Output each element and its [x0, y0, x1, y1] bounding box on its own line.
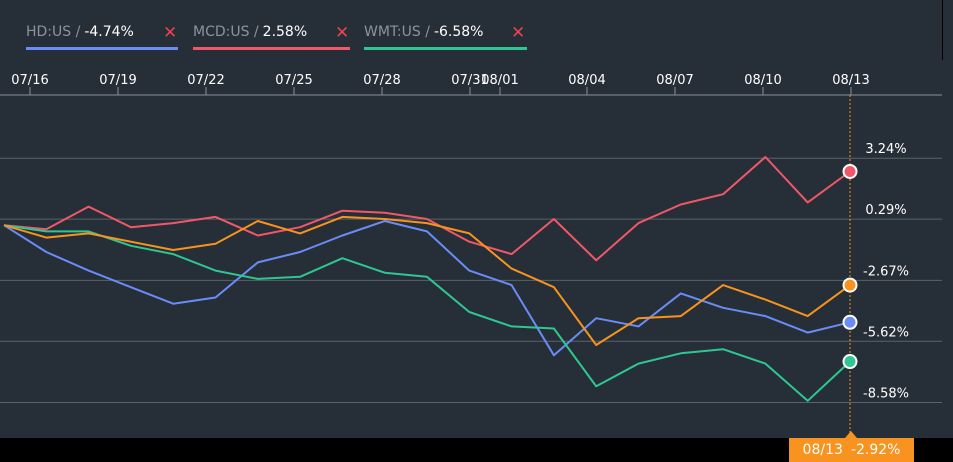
series-line	[3, 220, 851, 357]
legend-item-hd[interactable]: HD:US / -4.74% ✕	[26, 23, 178, 50]
y-tick-label: 0.29%	[865, 203, 906, 218]
series-line	[3, 215, 851, 346]
series-lines	[3, 156, 851, 402]
legend-change: -4.74%	[84, 24, 134, 40]
y-tick-label: -8.58%	[863, 386, 909, 401]
x-tick-label: 07/22	[187, 73, 224, 88]
remove-series-icon[interactable]: ✕	[511, 23, 526, 43]
x-tick-label: 07/16	[11, 73, 48, 88]
series-end-marker	[842, 354, 858, 370]
cursor-date-flag: 08/13 -2.92%	[789, 438, 914, 462]
x-tick-label: 07/25	[275, 73, 312, 88]
legend-color-line	[193, 47, 350, 50]
x-tick-label: 08/07	[656, 73, 693, 88]
legend-change: -6.58%	[433, 24, 484, 40]
legend-change: 2.58%	[262, 24, 308, 40]
y-tick-label: -5.62%	[863, 325, 909, 340]
gridlines	[0, 94, 942, 403]
x-tick-label: 08/04	[568, 73, 605, 88]
x-tick-label: 08/13	[832, 73, 869, 88]
legend-color-line	[26, 47, 178, 50]
legend-color-line	[364, 47, 527, 50]
x-tick-label: 07/19	[99, 73, 136, 88]
legend: HD:US / -4.74% ✕ MCD:US /2.58% ✕ WMT:US /…	[0, 0, 953, 60]
series-line	[3, 156, 851, 262]
x-tick-label: 07/28	[363, 73, 400, 88]
cursor-date: 08/13	[802, 442, 843, 458]
legend-symbol: HD:US /	[26, 24, 81, 40]
window-edge	[942, 0, 943, 60]
remove-series-icon[interactable]: ✕	[163, 23, 178, 43]
legend-item-wmt[interactable]: WMT:US / -6.58% ✕	[364, 23, 527, 50]
cursor-value: -2.92%	[850, 442, 901, 458]
cursor-flag-arrow	[845, 431, 857, 438]
series-end-marker	[842, 314, 858, 330]
series-end-markers	[842, 163, 858, 370]
y-tick-label: -2.67%	[863, 264, 909, 279]
legend-symbol: WMT:US /	[364, 24, 430, 40]
x-tick-label: 07/31	[451, 73, 488, 88]
x-tick-label: 08/10	[744, 73, 781, 88]
x-tick-label: 08/01	[481, 73, 518, 88]
series-end-marker	[842, 277, 858, 293]
legend-item-mcd[interactable]: MCD:US /2.58% ✕	[193, 23, 350, 50]
y-tick-label: 3.24%	[865, 142, 906, 157]
series-line	[3, 224, 851, 402]
remove-series-icon[interactable]: ✕	[335, 23, 350, 43]
series-end-marker	[842, 163, 858, 179]
y-axis: 3.24% 0.29% -2.67% -5.62% -8.58%	[863, 142, 909, 401]
legend-symbol: MCD:US /	[193, 24, 259, 40]
